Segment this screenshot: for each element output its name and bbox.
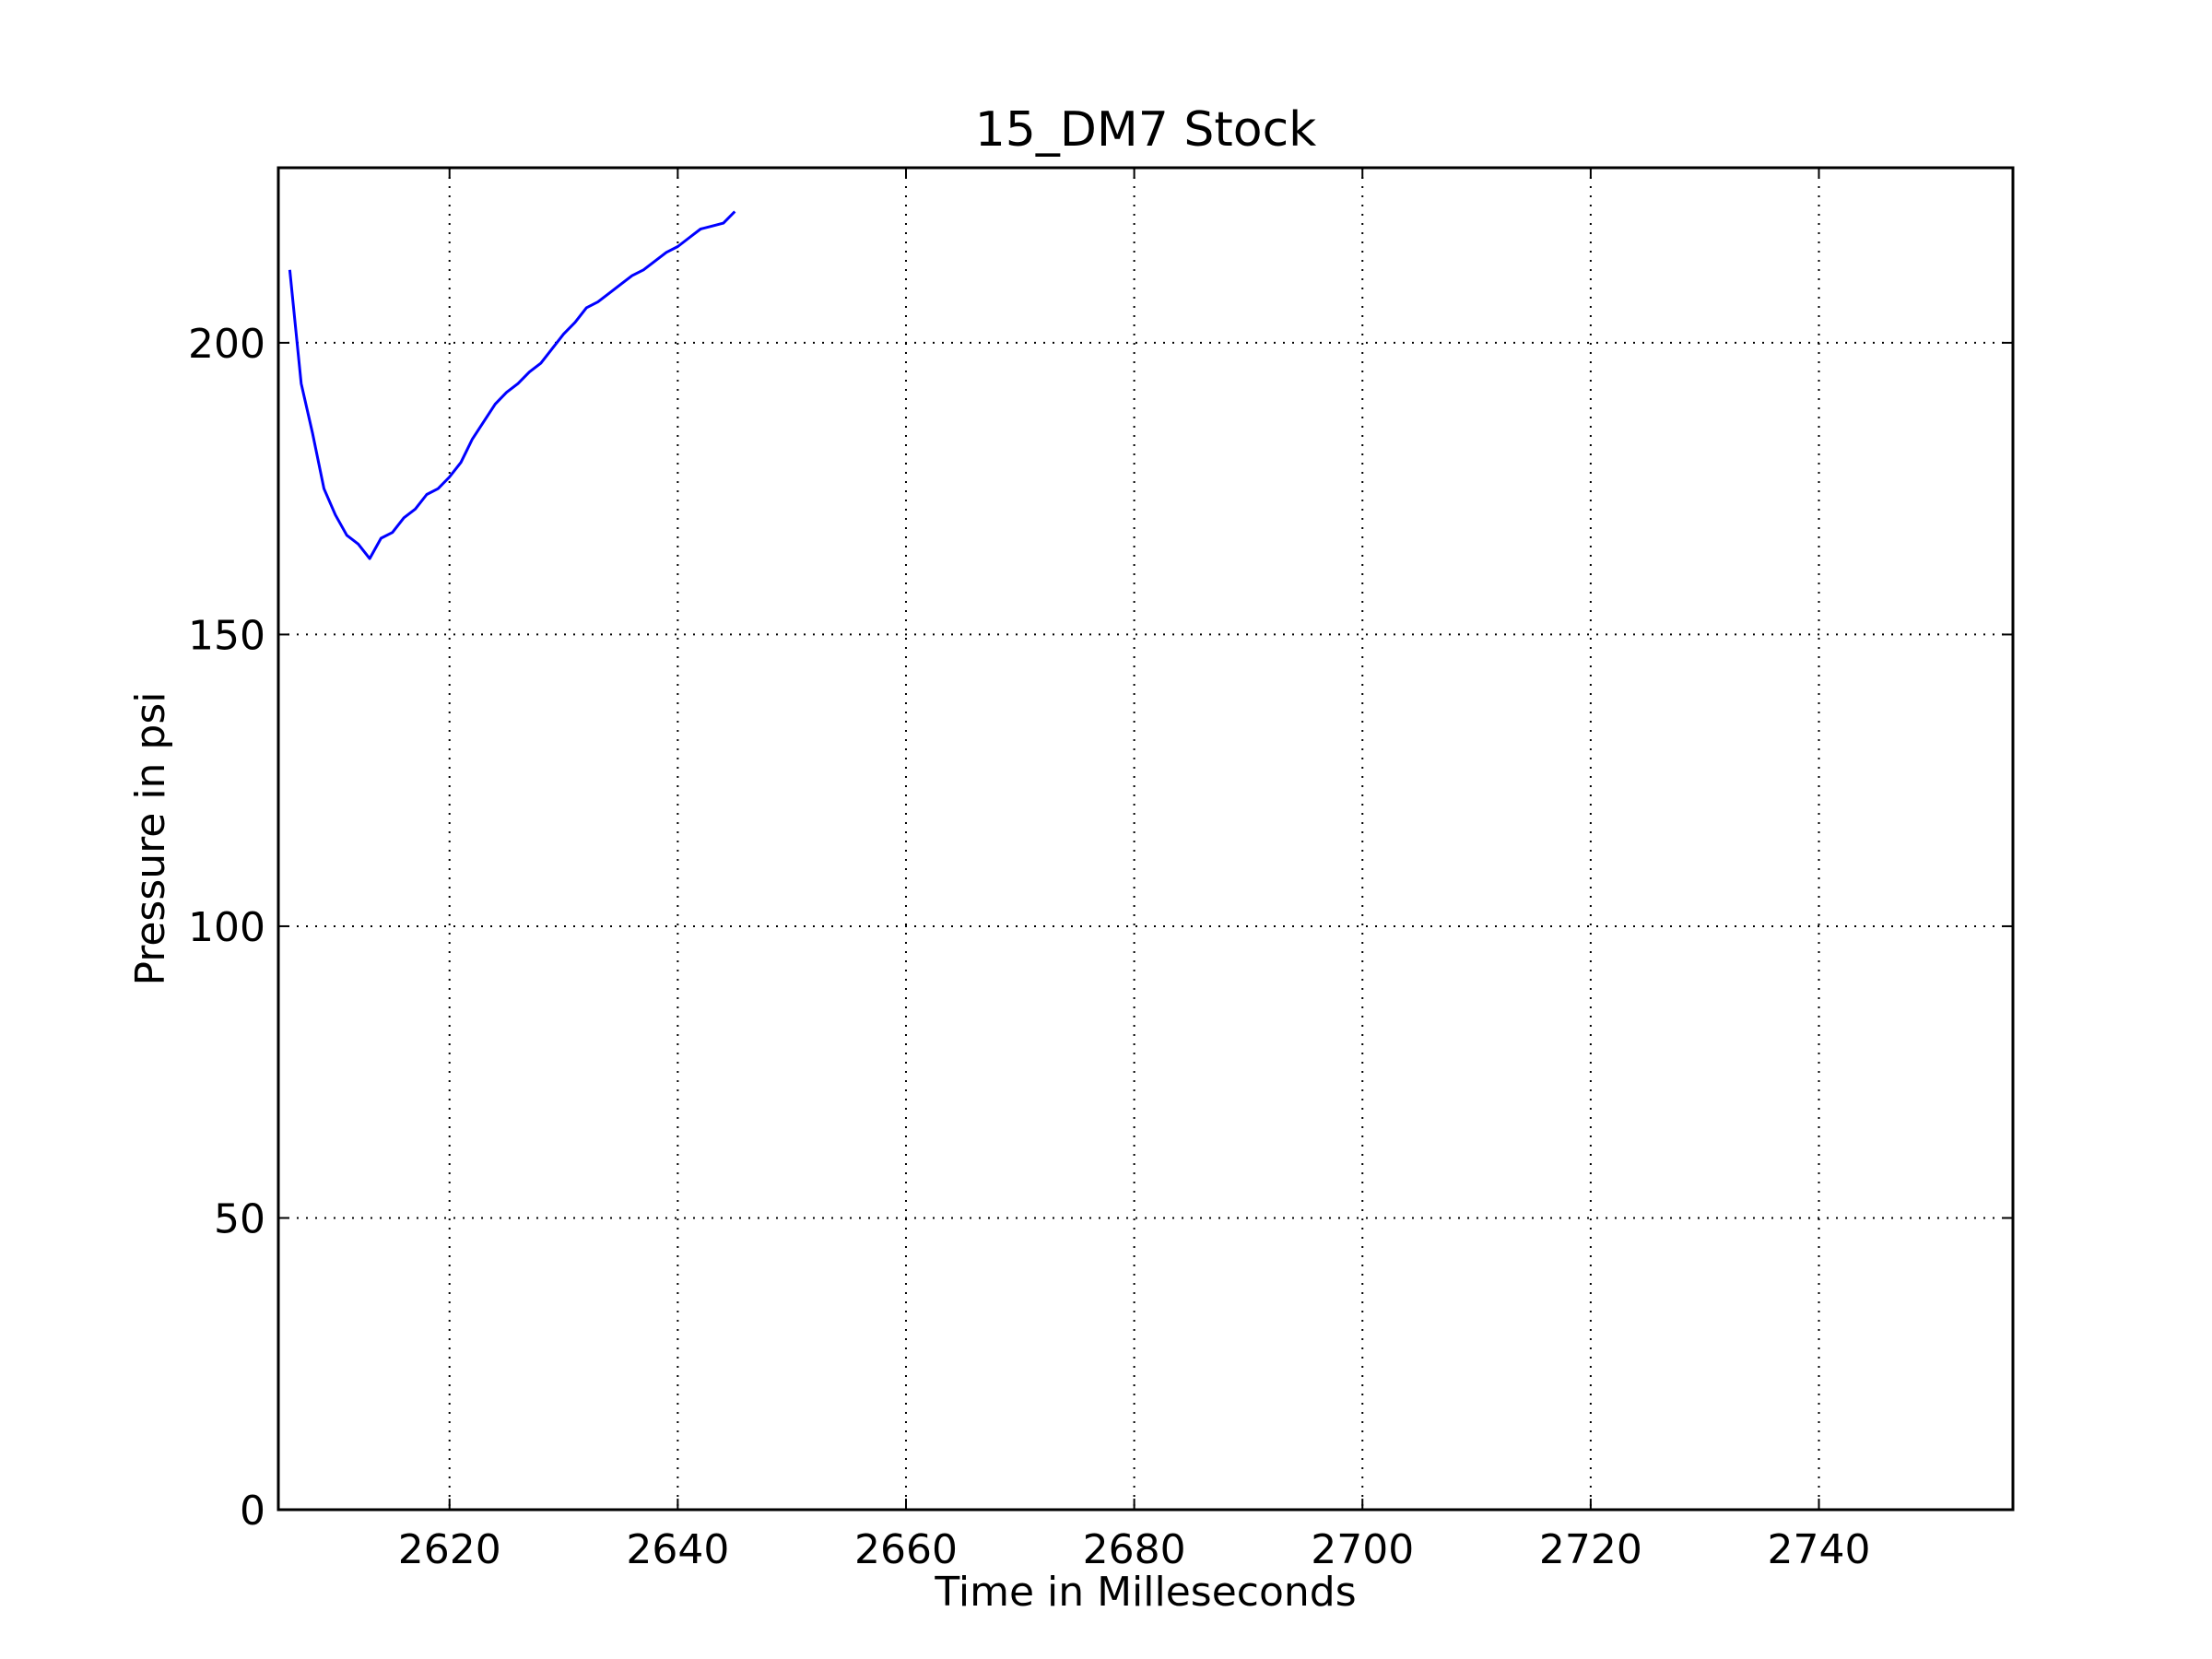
- x-tick-label-2700: 2700: [1311, 1526, 1414, 1573]
- plot-area-frame: [276, 166, 2015, 1512]
- x-tick-label-2640: 2640: [626, 1526, 729, 1573]
- y-tick-label-0: 0: [240, 1488, 265, 1535]
- y-tick-label-50: 50: [214, 1195, 265, 1242]
- y-tick-label-100: 100: [188, 904, 265, 951]
- x-tick-label-2720: 2720: [1539, 1526, 1642, 1573]
- x-tick-label-2620: 2620: [398, 1526, 501, 1573]
- x-tick-label-2660: 2660: [854, 1526, 958, 1573]
- x-tick-label-2680: 2680: [1083, 1526, 1186, 1573]
- axis-ticks: 2620 2640 2660 2680 2700 2720 2740 0 50 100 150 200: [188, 168, 2013, 1573]
- chart-title: 15_DM7 Stock: [975, 102, 1317, 158]
- grid: [278, 168, 2013, 1510]
- x-axis-label: Time in Milleseconds: [934, 1569, 1356, 1616]
- x-tick-label-2740: 2740: [1768, 1526, 1871, 1573]
- series-layer: [288, 210, 736, 560]
- y-tick-label-150: 150: [188, 612, 265, 659]
- y-tick-label-200: 200: [188, 321, 265, 368]
- y-axis-label: Pressure in psi: [127, 691, 174, 985]
- series-line-0: [288, 210, 736, 560]
